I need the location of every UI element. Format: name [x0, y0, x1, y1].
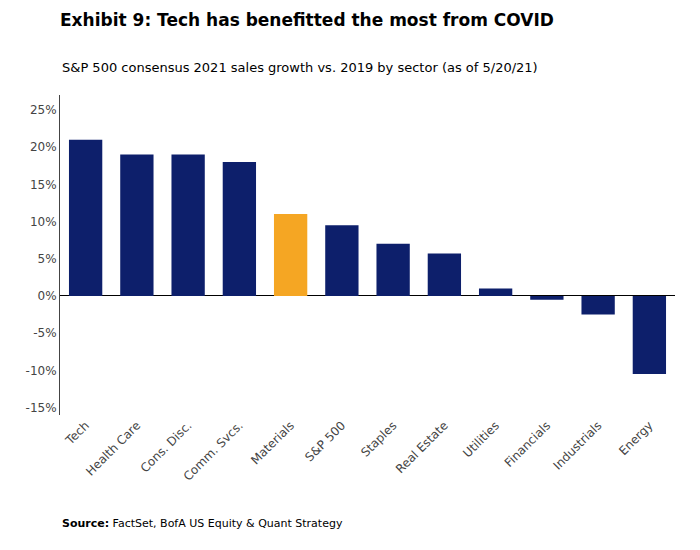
- svg-text:Cons. Disc.: Cons. Disc.: [138, 418, 195, 475]
- svg-text:10%: 10%: [30, 215, 57, 229]
- svg-text:25%: 25%: [30, 103, 57, 117]
- svg-text:Utilities: Utilities: [460, 418, 502, 460]
- svg-text:Materials: Materials: [248, 418, 297, 467]
- svg-text:S&P 500 consensus 2021 sales g: S&P 500 consensus 2021 sales growth vs. …: [62, 60, 538, 75]
- svg-text:5%: 5%: [38, 252, 57, 266]
- svg-text:0%: 0%: [38, 289, 57, 303]
- svg-text:Exhibit 9: Tech has benefitted: Exhibit 9: Tech has benefitted the most …: [60, 10, 554, 30]
- svg-text:-5%: -5%: [33, 326, 56, 340]
- svg-text:Energy: Energy: [616, 418, 656, 458]
- svg-text:Health Care: Health Care: [83, 418, 143, 478]
- svg-text:Real Estate: Real Estate: [393, 418, 451, 476]
- svg-text:Staples: Staples: [358, 418, 399, 459]
- svg-text:-10%: -10%: [26, 364, 57, 378]
- svg-text:15%: 15%: [30, 178, 57, 192]
- svg-text:Tech: Tech: [62, 418, 92, 448]
- svg-text:20%: 20%: [30, 140, 57, 154]
- svg-text:Industrials: Industrials: [550, 418, 604, 472]
- svg-text:S&P 500: S&P 500: [302, 418, 348, 464]
- svg-text:Source: FactSet, BofA US Equit: Source: FactSet, BofA US Equity & Quant …: [62, 517, 343, 530]
- svg-text:Financials: Financials: [502, 418, 553, 469]
- svg-text:-15%: -15%: [26, 401, 57, 415]
- svg-text:Comm. Svcs.: Comm. Svcs.: [181, 418, 246, 483]
